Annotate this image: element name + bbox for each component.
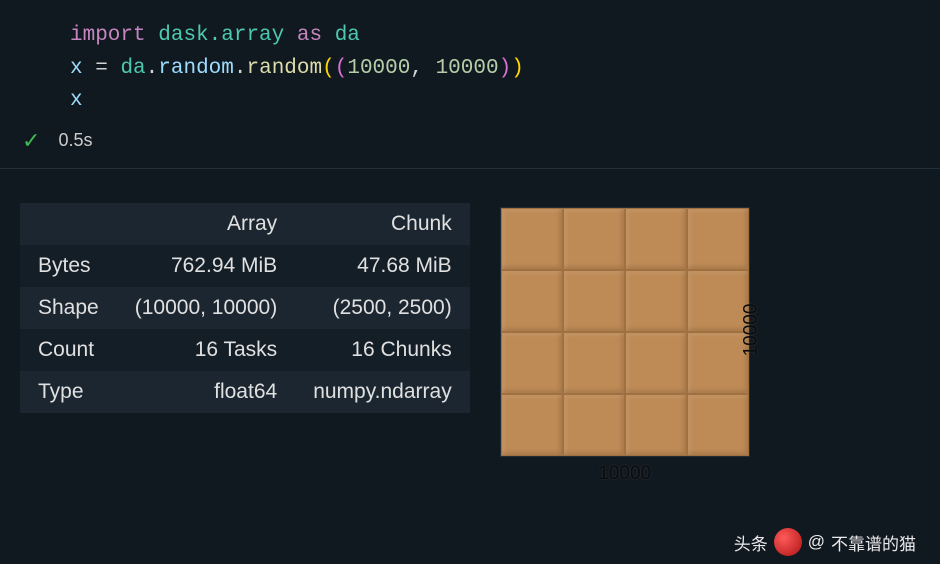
code-cell: import dask.array as da x = da.random.ra… (0, 0, 940, 128)
fn-random: random (247, 57, 323, 80)
chunk-block (501, 208, 563, 270)
chunk-block (687, 208, 749, 270)
chunk-block (625, 208, 687, 270)
chunk-block (625, 332, 687, 394)
credit-name: 不靠谱的猫 (831, 530, 916, 555)
cell-array: float64 (117, 371, 295, 413)
table-row: Type float64 numpy.ndarray (20, 371, 470, 413)
cell-chunk: 47.68 MiB (295, 245, 470, 287)
chunk-block (625, 270, 687, 332)
chunk-block (563, 394, 625, 456)
cell-chunk: 16 Chunks (295, 329, 470, 371)
table-row: Count 16 Tasks 16 Chunks (20, 329, 470, 371)
cell-array: 762.94 MiB (117, 245, 295, 287)
chunk-grid (500, 207, 750, 457)
credit-at: @ (808, 532, 825, 552)
chunk-block (687, 394, 749, 456)
watermark: 头条 @ 不靠谱的猫 (734, 528, 916, 556)
header-blank (20, 203, 117, 245)
header-chunk: Chunk (295, 203, 470, 245)
row-label: Shape (20, 287, 117, 329)
chunk-block (687, 270, 749, 332)
chunk-visualization: 10000 10000 (500, 203, 750, 457)
keyword-as: as (297, 24, 322, 47)
header-array: Array (117, 203, 295, 245)
code-line-1: import dask.array as da (70, 20, 930, 53)
equals-op: = (95, 57, 108, 80)
array-info-table: Array Chunk Bytes 762.94 MiB 47.68 MiB S… (20, 203, 470, 413)
logo-icon (774, 528, 802, 556)
execution-status: ✓ 0.5s (0, 128, 940, 168)
code-line-3: x (70, 85, 930, 118)
variable-x: x (70, 57, 83, 80)
table-header-row: Array Chunk (20, 203, 470, 245)
output-area: Array Chunk Bytes 762.94 MiB 47.68 MiB S… (0, 169, 940, 457)
chunk-block (625, 394, 687, 456)
object-da: da (120, 57, 145, 80)
chunk-block (501, 394, 563, 456)
axis-y-label: 10000 (740, 303, 762, 356)
cell-chunk: (2500, 2500) (295, 287, 470, 329)
arg-n1: 10000 (347, 57, 410, 80)
credit-prefix: 头条 (734, 530, 768, 555)
module-name: dask.array (158, 24, 284, 47)
table-row: Bytes 762.94 MiB 47.68 MiB (20, 245, 470, 287)
alias: da (335, 24, 360, 47)
chunk-block (563, 270, 625, 332)
variable-x-eval: x (70, 89, 83, 112)
table-row: Shape (10000, 10000) (2500, 2500) (20, 287, 470, 329)
chunk-block (501, 332, 563, 394)
keyword-import: import (70, 24, 146, 47)
row-label: Bytes (20, 245, 117, 287)
check-icon: ✓ (22, 128, 40, 154)
row-label: Type (20, 371, 117, 413)
code-line-2: x = da.random.random((10000, 10000)) (70, 53, 930, 86)
cell-chunk: numpy.ndarray (295, 371, 470, 413)
cell-array: (10000, 10000) (117, 287, 295, 329)
chunk-block (501, 270, 563, 332)
arg-n2: 10000 (436, 57, 499, 80)
chunk-block (563, 332, 625, 394)
chunk-block (687, 332, 749, 394)
chunk-block (563, 208, 625, 270)
axis-x-label: 10000 (598, 463, 651, 485)
cell-array: 16 Tasks (117, 329, 295, 371)
exec-time: 0.5s (58, 130, 92, 151)
row-label: Count (20, 329, 117, 371)
